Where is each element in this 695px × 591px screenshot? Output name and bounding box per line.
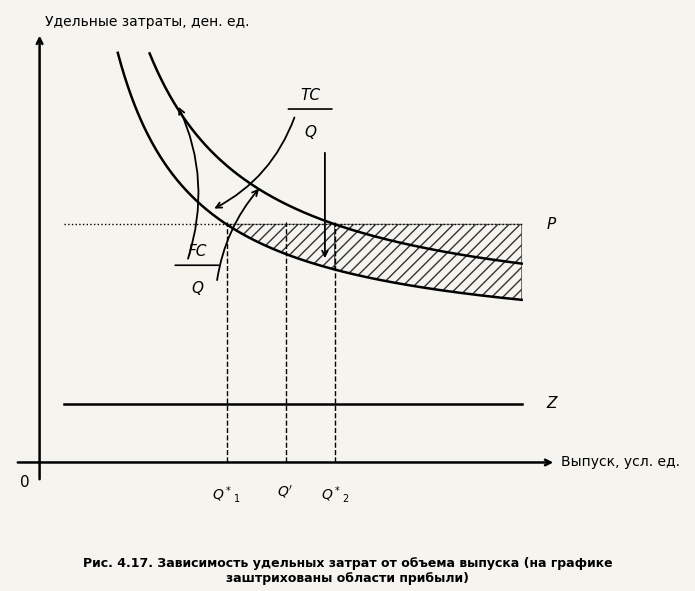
Text: TC: TC: [300, 88, 320, 103]
Text: P: P: [546, 217, 555, 232]
Text: Q: Q: [304, 125, 316, 139]
Text: Z: Z: [546, 397, 557, 411]
Text: Q: Q: [191, 281, 203, 296]
Text: $Q^*{}_2$: $Q^*{}_2$: [320, 484, 349, 505]
Text: Выпуск, усл. ед.: Выпуск, усл. ед.: [561, 456, 680, 469]
Text: Удельные затраты, ден. ед.: Удельные затраты, ден. ед.: [44, 15, 249, 29]
Text: $Q^*{}_1$: $Q^*{}_1$: [213, 484, 240, 505]
Text: 0: 0: [20, 475, 30, 489]
Text: $Q'$: $Q'$: [277, 484, 294, 500]
Text: FC: FC: [188, 245, 206, 259]
Text: Рис. 4.17. Зависимость удельных затрат от объема выпуска (на графике
заштрихован: Рис. 4.17. Зависимость удельных затрат о…: [83, 557, 612, 585]
